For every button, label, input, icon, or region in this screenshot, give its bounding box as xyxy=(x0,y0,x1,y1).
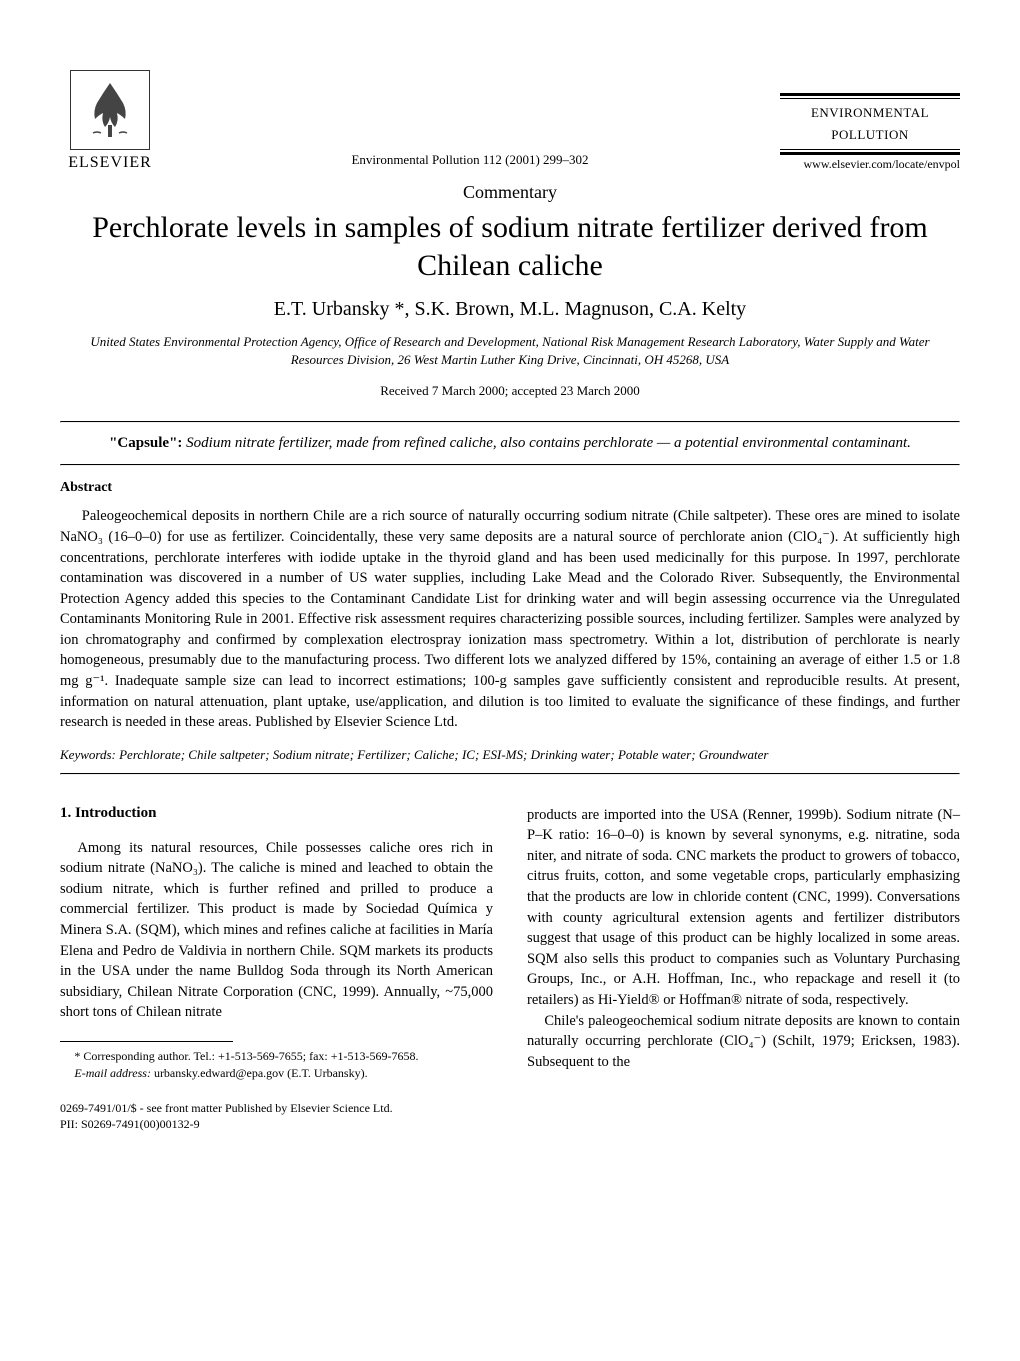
journal-brand-line2: POLLUTION xyxy=(780,127,960,143)
elsevier-tree-icon xyxy=(70,70,150,150)
abstract-heading: Abstract xyxy=(60,480,960,496)
abstract-body: Paleogeochemical deposits in northern Ch… xyxy=(60,506,960,732)
article-dates: Received 7 March 2000; accepted 23 March… xyxy=(60,383,960,399)
capsule-label: "Capsule": xyxy=(109,435,182,451)
intro-para-left: Among its natural resources, Chile posse… xyxy=(60,838,493,1023)
left-column: 1. Introduction Among its natural resour… xyxy=(60,805,493,1133)
keywords-label: Keywords: xyxy=(60,747,116,762)
corresponding-author-footnote: * Corresponding author. Tel.: +1-513-569… xyxy=(60,1048,493,1065)
keywords-list: Perchlorate; Chile saltpeter; Sodium nit… xyxy=(119,747,768,762)
divider xyxy=(60,464,960,466)
keywords-line: Keywords: Perchlorate; Chile saltpeter; … xyxy=(60,747,960,763)
intro-para-right-2: Chile's paleogeochemical sodium nitrate … xyxy=(527,1011,960,1073)
article-type: Commentary xyxy=(60,182,960,203)
copyright-line1: 0269-7491/01/$ - see front matter Publis… xyxy=(60,1100,493,1117)
body-columns: 1. Introduction Among its natural resour… xyxy=(60,805,960,1133)
publisher-name: ELSEVIER xyxy=(68,154,152,172)
publisher-logo: ELSEVIER xyxy=(60,70,160,172)
email-footnote: E-mail address: urbansky.edward@epa.gov … xyxy=(60,1065,493,1082)
divider xyxy=(60,773,960,775)
intro-para-right-1: products are imported into the USA (Renn… xyxy=(527,805,960,1011)
journal-url: www.elsevier.com/locate/envpol xyxy=(780,157,960,172)
author-list: E.T. Urbansky *, S.K. Brown, M.L. Magnus… xyxy=(60,298,960,321)
journal-citation: Environmental Pollution 112 (2001) 299–3… xyxy=(160,152,780,172)
journal-brand-line1: ENVIRONMENTAL xyxy=(780,105,960,121)
affiliation: United States Environmental Protection A… xyxy=(90,333,930,369)
copyright-block: 0269-7491/01/$ - see front matter Publis… xyxy=(60,1100,493,1134)
footnote-divider xyxy=(60,1041,233,1042)
email-address: urbansky.edward@epa.gov (E.T. Urbansky). xyxy=(154,1066,368,1080)
page-header: ELSEVIER Environmental Pollution 112 (20… xyxy=(60,70,960,172)
intro-heading: 1. Introduction xyxy=(60,805,493,822)
capsule-text: Sodium nitrate fertilizer, made from ref… xyxy=(186,435,911,451)
copyright-line2: PII: S0269-7491(00)00132-9 xyxy=(60,1116,493,1133)
journal-brand-block: ENVIRONMENTAL POLLUTION www.elsevier.com… xyxy=(780,91,960,172)
article-title: Perchlorate levels in samples of sodium … xyxy=(60,209,960,284)
email-label: E-mail address: xyxy=(74,1066,151,1080)
capsule-block: "Capsule": Sodium nitrate fertilizer, ma… xyxy=(60,423,960,464)
right-column: products are imported into the USA (Renn… xyxy=(527,805,960,1133)
